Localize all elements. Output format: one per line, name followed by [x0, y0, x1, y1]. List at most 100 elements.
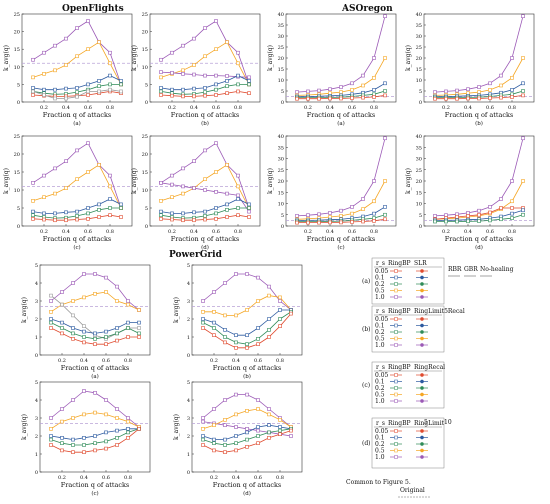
data-point	[201, 326, 205, 330]
x-tick-label: 0.4	[464, 229, 472, 235]
data-point	[201, 309, 205, 314]
legend-block-d: (d) r_s RingBP RingLimit 0.050.10.20.51.0 5 10	[362, 417, 452, 469]
data-point	[126, 416, 130, 420]
data-point	[126, 419, 130, 424]
data-point	[159, 199, 163, 203]
data-point	[510, 95, 514, 99]
data-point	[201, 419, 205, 424]
data-point	[71, 299, 75, 303]
data-point	[477, 96, 481, 101]
y-tick-label: 25	[416, 45, 422, 51]
data-point	[93, 342, 97, 347]
legend-marker	[394, 448, 398, 453]
data-point	[223, 327, 227, 332]
data-point	[278, 324, 282, 329]
data-point	[245, 272, 249, 276]
data-point	[361, 207, 365, 211]
data-point	[82, 389, 86, 393]
legend-marker	[394, 317, 398, 321]
data-point	[49, 309, 53, 314]
data-point	[60, 331, 64, 336]
data-point	[126, 426, 130, 431]
data-point	[267, 335, 271, 339]
legend-sub-header: 10	[444, 419, 452, 426]
series-line	[434, 138, 524, 217]
data-point	[119, 89, 123, 94]
y-axis-label: k_avg(q)	[3, 168, 10, 194]
data-point	[499, 73, 503, 78]
legend-sub-header: 5	[424, 419, 428, 426]
data-point	[49, 437, 53, 442]
data-point	[82, 272, 86, 276]
data-point	[115, 443, 119, 447]
y-tick-label: 20	[14, 152, 20, 158]
data-point	[306, 89, 310, 94]
x-axis-label: Fraction q of attacks	[61, 481, 130, 489]
data-point	[104, 446, 108, 451]
panel-label: (d)	[201, 244, 209, 251]
data-point	[75, 26, 79, 30]
x-tick-label: 0.4	[62, 105, 70, 111]
data-point	[267, 293, 271, 298]
data-point	[295, 214, 299, 218]
data-point	[104, 329, 108, 334]
panel-label: (a)	[91, 373, 99, 380]
data-point	[477, 90, 481, 94]
y-tick-label: 5	[35, 380, 38, 386]
data-point	[170, 87, 174, 92]
data-point	[203, 214, 207, 218]
data-point	[60, 407, 64, 411]
data-point	[212, 309, 216, 314]
y-tick-label: 25	[416, 168, 422, 174]
data-point	[488, 81, 492, 86]
data-point	[234, 448, 238, 453]
data-point	[247, 206, 251, 210]
data-point	[104, 398, 108, 402]
y-tick-label: 35	[278, 23, 284, 29]
data-point	[108, 213, 112, 217]
data-point	[214, 217, 218, 221]
data-point	[223, 281, 227, 285]
series-line	[160, 182, 250, 212]
data-point	[75, 148, 79, 153]
y-tick-label: 40	[278, 134, 284, 140]
legend-marker	[420, 282, 424, 286]
data-point	[236, 82, 240, 87]
data-point	[159, 213, 163, 217]
data-point	[75, 177, 79, 181]
data-point	[214, 206, 218, 210]
data-point	[236, 173, 240, 178]
legend-box	[371, 257, 445, 305]
data-point	[108, 197, 112, 201]
data-point	[42, 173, 46, 178]
y-tick-label: 1	[35, 452, 38, 458]
data-point	[267, 317, 271, 321]
data-point	[31, 181, 35, 185]
data-point	[64, 63, 68, 67]
data-point	[181, 166, 185, 171]
data-point	[214, 170, 218, 174]
legend-marker	[420, 455, 424, 459]
y-tick-label: 4	[35, 398, 38, 404]
data-point	[104, 335, 108, 339]
data-point	[234, 345, 238, 350]
data-point	[31, 75, 35, 80]
data-point	[361, 219, 365, 224]
x-tick-label: 0.6	[102, 475, 110, 481]
legend-panel-label: (c)	[362, 382, 370, 389]
data-point	[181, 94, 185, 99]
plot-frame	[21, 13, 133, 103]
data-point	[192, 86, 196, 91]
title-openflights: OpenFlights	[62, 4, 124, 14]
data-point	[97, 40, 101, 44]
data-point	[278, 308, 282, 312]
legend-marker	[420, 317, 424, 321]
data-point	[97, 84, 101, 88]
x-tick-label: 0.2	[304, 229, 312, 235]
data-point	[71, 326, 75, 330]
y-tick-label: 0	[17, 224, 20, 230]
legend-marker	[420, 373, 424, 377]
